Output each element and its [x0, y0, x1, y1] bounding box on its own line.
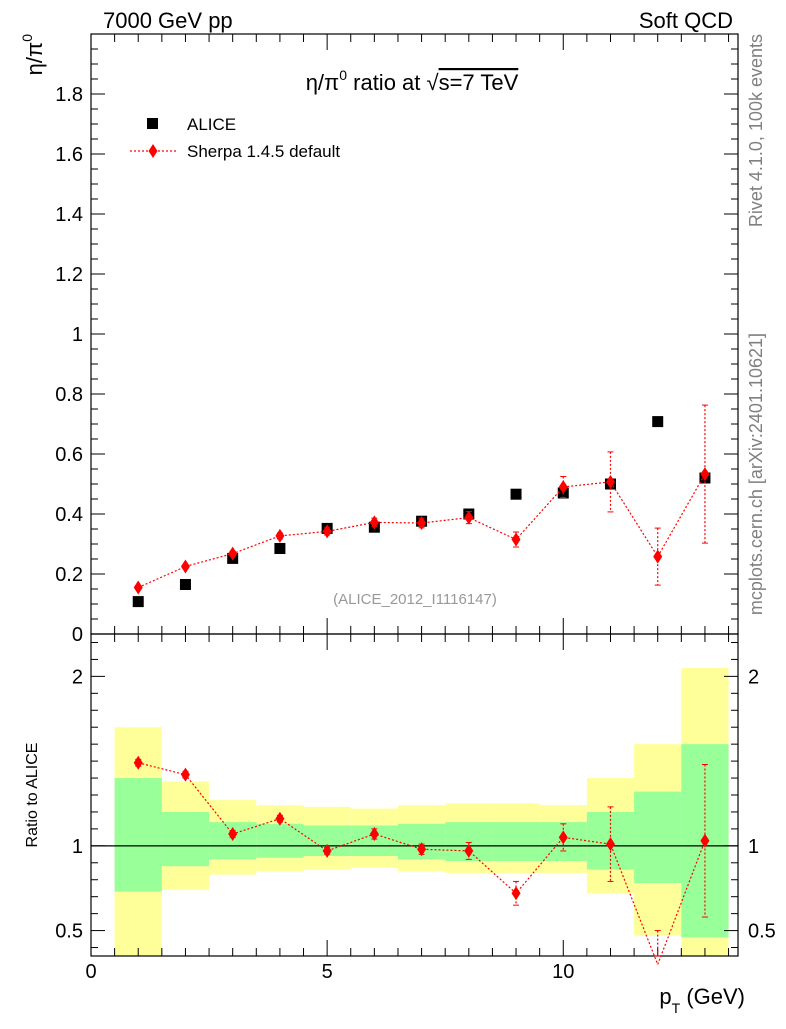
x-tick-label: 0 — [85, 961, 96, 983]
sherpa-ratio-point-8 — [511, 886, 521, 901]
mcplots-citation-label: mcplots.cern.ch [arXiv:2401.10621] — [746, 333, 766, 615]
legend-sherpa-marker — [148, 144, 158, 158]
main-y-tick-label: 0.6 — [55, 444, 83, 466]
main-y-tick-label: 0.8 — [55, 384, 83, 406]
sherpa-ratio-point-7 — [464, 843, 474, 858]
x-axis-label: pT (GeV) — [659, 984, 745, 1016]
sherpa-point-0 — [133, 580, 143, 595]
sherpa-point-2 — [228, 546, 238, 561]
main-y-tick-label: 1 — [72, 324, 83, 346]
sherpa-ratio-point-6 — [417, 842, 427, 857]
legend-sherpa-label: Sherpa 1.4.5 default — [187, 142, 340, 161]
main-panel: 0 0.2 0.4 0.6 0.8 1 1.2 1.4 1.6 1.8 — [55, 33, 739, 646]
alice-point-8 — [510, 488, 522, 500]
ratio-y-tick-label: 1 — [72, 836, 83, 858]
sherpa-ratio-point-0 — [133, 755, 143, 770]
ratio-green-band-0 — [114, 778, 162, 892]
sherpa-point-1 — [180, 559, 190, 574]
ratio-y-tick-label-right: 0.5 — [748, 921, 776, 943]
header-right-label: Soft QCD — [639, 8, 733, 33]
ratio-y-tick-label-right: 1 — [748, 836, 759, 858]
ratio-green-band-3 — [256, 823, 304, 858]
alice-point-3 — [274, 543, 286, 554]
legend: ALICE Sherpa 1.4.5 default — [130, 115, 340, 161]
legend-alice-label: ALICE — [187, 115, 236, 134]
alice-point-0 — [132, 596, 144, 608]
sherpa-point-9 — [558, 480, 568, 494]
ratio-y-tick-label-right: 2 — [748, 666, 759, 688]
main-y-tick-label: 0 — [72, 624, 83, 646]
sherpa-point-10 — [605, 474, 615, 489]
ratio-y-axis-label: Ratio to ALICE — [24, 743, 41, 848]
main-y-tick-label: 0.2 — [55, 564, 83, 586]
main-y-tick-label: 1.6 — [55, 144, 83, 166]
sherpa-ratio-point-10 — [605, 837, 615, 852]
sherpa-ratio-point-1 — [180, 767, 190, 782]
sherpa-ratio-point-5 — [369, 826, 379, 841]
sherpa-ratio-point-4 — [322, 843, 332, 858]
main-y-axis-label: η/π0 — [19, 34, 47, 76]
header-left-label: 7000 GeV pp — [103, 8, 233, 33]
main-title: η/π0 ratio at √s=7 TeV — [306, 67, 519, 95]
main-y-tick-label: 1.4 — [55, 204, 83, 226]
sherpa-ratio-point-3 — [275, 811, 285, 826]
main-y-tick-label: 1.8 — [55, 84, 83, 106]
ratio-green-band-11 — [634, 791, 682, 884]
ratio-green-band-8 — [492, 822, 540, 862]
main-y-tick-label: 1.2 — [55, 264, 83, 286]
analysis-id-label: (ALICE_2012_I1116147) — [333, 591, 497, 608]
sherpa-point-8 — [511, 532, 521, 547]
ratio-panel: 0 5 10 0.5 0.5 1 1 2 2 — [55, 633, 776, 983]
ratio-y-tick-label: 0.5 — [55, 921, 83, 943]
alice-point-11 — [652, 416, 664, 428]
sherpa-ratio-point-9 — [558, 830, 568, 845]
x-tick-label: 10 — [552, 961, 574, 983]
sherpa-point-7 — [464, 510, 474, 525]
alice-point-1 — [179, 579, 191, 590]
main-y-tick-label: 0.4 — [55, 504, 83, 526]
sherpa-point-3 — [275, 528, 285, 543]
ratio-green-band-1 — [161, 811, 210, 867]
sherpa-point-4 — [322, 524, 332, 539]
sherpa-line — [137, 473, 706, 589]
sherpa-point-6 — [417, 516, 427, 530]
sherpa-point-12 — [700, 467, 710, 482]
sherpa-ratio-point-12 — [700, 833, 710, 848]
x-tick-label: 5 — [322, 961, 333, 983]
sherpa-point-5 — [369, 515, 379, 530]
sherpa-point-11 — [653, 549, 663, 564]
rivet-version-label: Rivet 4.1.0, 100k events — [746, 34, 766, 227]
ratio-y-tick-label: 2 — [72, 666, 83, 688]
legend-alice-marker — [147, 118, 158, 129]
sherpa-ratio-point-2 — [228, 826, 238, 841]
